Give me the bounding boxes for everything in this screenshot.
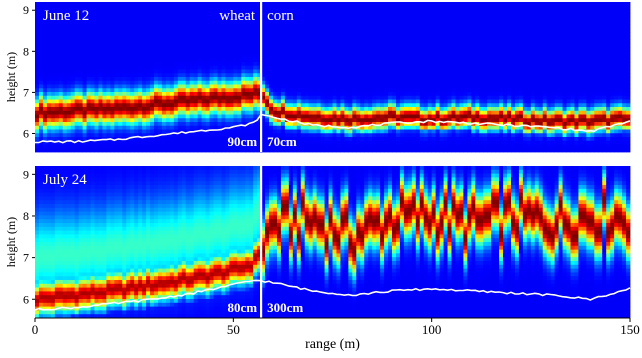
corn-height-label: 70cm (267, 134, 297, 149)
panel-july: July 24 80cm 300cm (34, 166, 631, 319)
crop-label-wheat: wheat (219, 8, 256, 24)
wheat-height-label: 80cm (227, 300, 257, 315)
crop-label-corn: corn (267, 8, 294, 24)
y-tick-label: 9 (23, 167, 29, 181)
corn-height-label: 300cm (267, 300, 303, 315)
y-axis-label: height (m) (4, 52, 18, 102)
panel-june: June 12 wheat corn 90cm 70cm (35, 2, 631, 153)
y-axis-label: height (m) (4, 217, 18, 267)
x-tick-label: 150 (620, 322, 640, 337)
heatmap-cells (35, 2, 631, 153)
x-tick-label: 100 (422, 322, 442, 337)
y-tick-label: 9 (23, 3, 29, 17)
x-tick-label: 0 (32, 322, 39, 337)
panel-date-label: June 12 (43, 8, 89, 24)
ground-line (35, 113, 631, 144)
x-axis-label: range (m) (305, 337, 360, 352)
y-tick-label: 8 (23, 209, 29, 223)
ground-line (34, 279, 631, 311)
heatmap-cells (35, 166, 631, 319)
y-tick-label: 7 (23, 85, 29, 99)
y-tick-label: 8 (23, 44, 29, 58)
y-tick-label: 7 (23, 251, 29, 265)
panel-date-label: July 24 (43, 172, 87, 188)
x-tick-label: 50 (227, 322, 240, 337)
y-tick-label: 6 (23, 292, 29, 306)
y-tick-label: 6 (23, 127, 29, 141)
wheat-height-label: 90cm (227, 134, 257, 149)
axes: 6 7 8 9 height (m) 6 7 8 9 height (m) 0 50 100 150 ran… (4, 3, 640, 352)
